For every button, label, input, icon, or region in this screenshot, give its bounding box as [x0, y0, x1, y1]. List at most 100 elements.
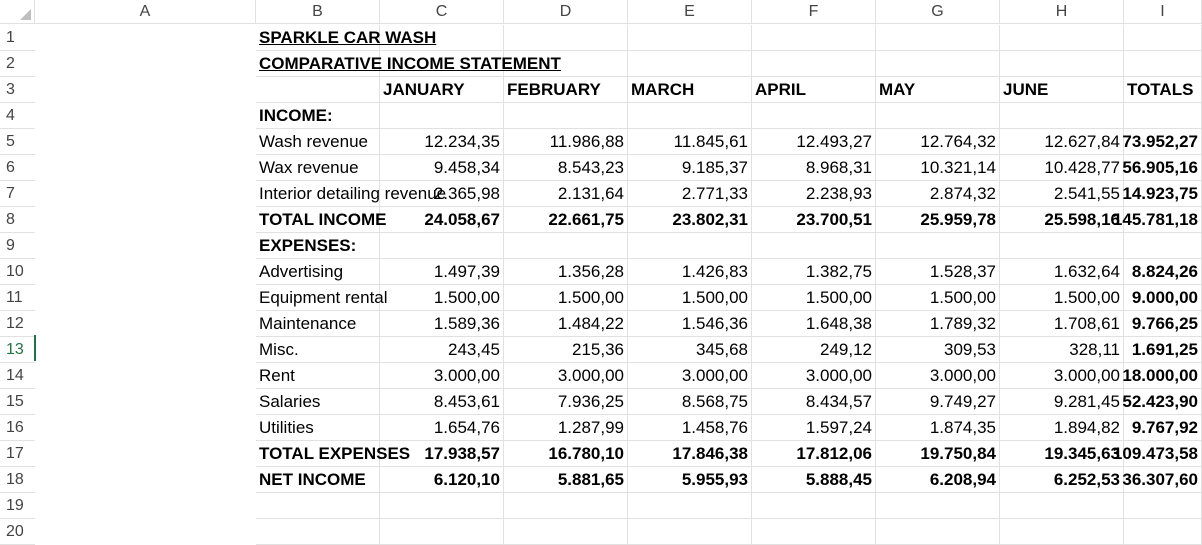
value-cell[interactable]: 12.764,32 — [876, 129, 1000, 155]
cell-e2[interactable] — [752, 51, 876, 77]
cell-f9[interactable] — [876, 233, 1000, 259]
value-cell[interactable]: 1.426,83 — [628, 259, 752, 285]
header-june[interactable]: JUNE — [1000, 77, 1124, 103]
row-header-2[interactable]: 2 — [0, 51, 35, 77]
value-cell[interactable]: 328,11 — [1000, 337, 1124, 363]
total-income-value[interactable]: 25.598,16 — [1000, 207, 1124, 233]
row-label[interactable]: Salaries — [256, 389, 380, 415]
value-cell[interactable]: 1.654,76 — [380, 415, 504, 441]
cell-h20[interactable] — [1124, 519, 1202, 545]
row-header-16[interactable]: 16 — [0, 415, 35, 441]
row-label[interactable]: Advertising — [256, 259, 380, 285]
total-cell[interactable]: 9.000,00 — [1124, 285, 1202, 311]
total-income-value[interactable]: 25.959,78 — [876, 207, 1000, 233]
value-cell[interactable]: 1.589,36 — [380, 311, 504, 337]
value-cell[interactable]: 10.321,14 — [876, 155, 1000, 181]
row-header-17[interactable]: 17 — [0, 441, 35, 467]
net-income-grand[interactable]: 36.307,60 — [1122, 467, 1202, 493]
total-income-value[interactable]: 23.700,51 — [752, 207, 876, 233]
cell-c2[interactable] — [504, 51, 628, 77]
value-cell[interactable]: 8.968,31 — [752, 155, 876, 181]
value-cell[interactable]: 1.484,22 — [504, 311, 628, 337]
column-header-i[interactable]: I — [1124, 0, 1202, 24]
row-header-10[interactable]: 10 — [0, 259, 35, 285]
column-header-b[interactable]: B — [256, 0, 380, 24]
cell-g9[interactable] — [1000, 233, 1124, 259]
value-cell[interactable]: 1.597,24 — [752, 415, 876, 441]
cell-c19[interactable] — [504, 493, 628, 519]
net-income-value[interactable]: 5.881,65 — [504, 467, 628, 493]
value-cell[interactable]: 9.749,27 — [876, 389, 1000, 415]
cell-g2[interactable] — [1000, 51, 1124, 77]
value-cell[interactable]: 8.543,23 — [504, 155, 628, 181]
row-label[interactable]: Wash revenue — [256, 129, 380, 155]
row-header-13[interactable]: 13 — [0, 337, 35, 363]
cell-d9[interactable] — [628, 233, 752, 259]
select-all-corner[interactable] — [0, 0, 35, 24]
cell-h19[interactable] — [1124, 493, 1202, 519]
cell-d20[interactable] — [628, 519, 752, 545]
total-cell[interactable]: 9.767,92 — [1124, 415, 1202, 441]
value-cell[interactable]: 11.845,61 — [628, 129, 752, 155]
value-cell[interactable]: 1.500,00 — [876, 285, 1000, 311]
header-may[interactable]: MAY — [876, 77, 1000, 103]
value-cell[interactable]: 3.000,00 — [628, 363, 752, 389]
total-cell[interactable]: 14.923,75 — [1122, 181, 1202, 207]
total-income-label[interactable]: TOTAL INCOME — [256, 207, 387, 233]
value-cell[interactable]: 2.771,33 — [628, 181, 752, 207]
value-cell[interactable]: 215,36 — [504, 337, 628, 363]
cell-b2[interactable] — [380, 51, 504, 77]
cell-b19[interactable] — [380, 493, 504, 519]
value-cell[interactable]: 1.894,82 — [1000, 415, 1124, 441]
value-cell[interactable]: 8.434,57 — [752, 389, 876, 415]
row-header-4[interactable]: 4 — [0, 103, 35, 129]
value-cell[interactable]: 3.000,00 — [1000, 363, 1124, 389]
cell-d4[interactable] — [628, 103, 752, 129]
value-cell[interactable]: 345,68 — [628, 337, 752, 363]
value-cell[interactable]: 1.546,36 — [628, 311, 752, 337]
cell-d1[interactable] — [628, 25, 752, 51]
header-totals[interactable]: TOTALS — [1124, 77, 1202, 103]
total-cell[interactable]: 9.766,25 — [1124, 311, 1202, 337]
total-income-value[interactable]: 24.058,67 — [380, 207, 504, 233]
column-header-g[interactable]: G — [876, 0, 1000, 24]
cell-h4[interactable] — [1124, 103, 1202, 129]
value-cell[interactable]: 1.382,75 — [752, 259, 876, 285]
column-header-c[interactable]: C — [380, 0, 504, 24]
value-cell[interactable]: 1.528,37 — [876, 259, 1000, 285]
total-expenses-value[interactable]: 17.938,57 — [380, 441, 504, 467]
row-header-6[interactable]: 6 — [0, 155, 35, 181]
cell-e19[interactable] — [752, 493, 876, 519]
total-cell[interactable]: 73.952,27 — [1122, 129, 1202, 155]
cell-h2[interactable] — [1124, 51, 1202, 77]
cell-g19[interactable] — [1000, 493, 1124, 519]
row-header-5[interactable]: 5 — [0, 129, 35, 155]
row-header-20[interactable]: 20 — [0, 519, 35, 545]
value-cell[interactable]: 9.281,45 — [1000, 389, 1124, 415]
cell-h9[interactable] — [1124, 233, 1202, 259]
column-header-h[interactable]: H — [1000, 0, 1124, 24]
value-cell[interactable]: 309,53 — [876, 337, 1000, 363]
net-income-value[interactable]: 6.208,94 — [876, 467, 1000, 493]
value-cell[interactable]: 1.708,61 — [1000, 311, 1124, 337]
cell-c1[interactable] — [504, 25, 628, 51]
value-cell[interactable]: 3.000,00 — [752, 363, 876, 389]
total-expenses-value[interactable]: 17.812,06 — [752, 441, 876, 467]
header-march[interactable]: MARCH — [628, 77, 752, 103]
value-cell[interactable]: 9.185,37 — [628, 155, 752, 181]
total-income-value[interactable]: 23.802,31 — [628, 207, 752, 233]
cell-c4[interactable] — [504, 103, 628, 129]
value-cell[interactable]: 1.500,00 — [1000, 285, 1124, 311]
total-expenses-value[interactable]: 19.345,63 — [1000, 441, 1124, 467]
value-cell[interactable]: 1.632,64 — [1000, 259, 1124, 285]
sheet-title[interactable]: SPARKLE CAR WASH — [256, 25, 436, 51]
total-expenses-value[interactable]: 19.750,84 — [876, 441, 1000, 467]
cell-b1[interactable] — [380, 25, 504, 51]
value-cell[interactable]: 1.287,99 — [504, 415, 628, 441]
column-header-e[interactable]: E — [628, 0, 752, 24]
value-cell[interactable]: 9.458,34 — [380, 155, 504, 181]
value-cell[interactable]: 1.356,28 — [504, 259, 628, 285]
cell-f2[interactable] — [876, 51, 1000, 77]
value-cell[interactable]: 11.986,88 — [504, 129, 628, 155]
cell-c9[interactable] — [504, 233, 628, 259]
